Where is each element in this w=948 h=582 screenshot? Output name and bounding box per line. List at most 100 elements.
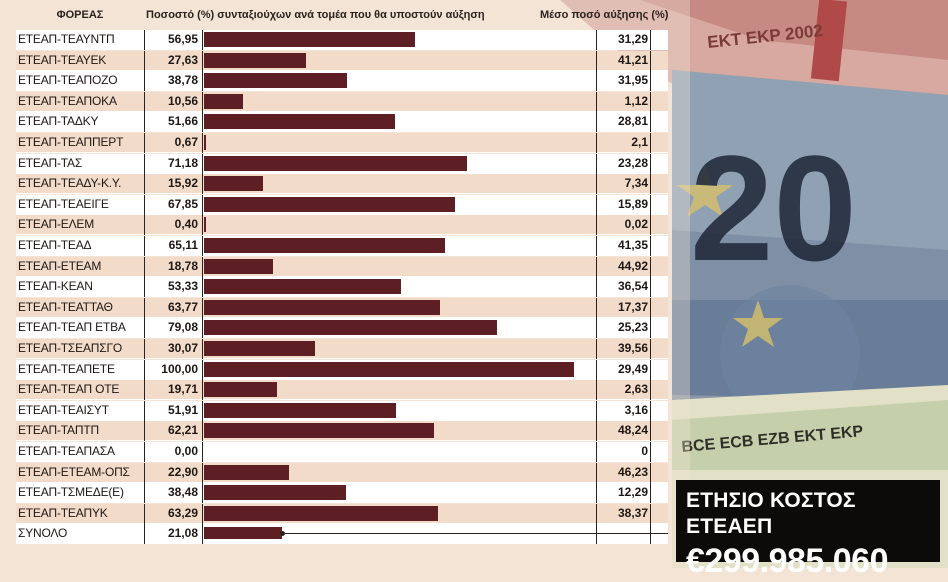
- column-divider: [650, 400, 651, 421]
- percentage-bar: [204, 196, 456, 212]
- agency-name: ΕΤΕΑΠ-ΚΕΑΝ: [18, 279, 93, 294]
- column-divider: [144, 236, 145, 256]
- table-row: ΕΤΕΑΠ-ΤΣΜΕΔΕ(Ε) 38,48 12,29: [16, 483, 668, 504]
- total-connector-dot: [279, 531, 285, 537]
- average-increase-value: 41,21: [617, 52, 648, 67]
- column-divider: [596, 421, 597, 442]
- table-row: ΕΤΕΑΠ-ΤΕΑΤΤΑΘ 63,77 17,37: [16, 297, 668, 318]
- agency-name: ΕΤΕΑΠ-ΤΕΑΠ ΕΤΒΑ: [18, 320, 126, 335]
- percentage-value: 56,95: [167, 32, 198, 46]
- column-divider: [650, 50, 651, 71]
- column-divider: [596, 400, 597, 421]
- agency-name: ΣΥΝΟΛΟ: [18, 526, 68, 541]
- table-row: ΕΤΕΑΠ-ΤΑΔΚΥ 51,66 28,81: [16, 112, 668, 133]
- percentage-value: 30,07: [167, 341, 198, 355]
- column-divider: [144, 318, 145, 339]
- average-increase-value: 39,56: [617, 341, 648, 355]
- percentage-value: 51,66: [167, 114, 198, 129]
- column-divider: [596, 462, 597, 483]
- percentage-bar: [204, 93, 244, 109]
- column-divider: [596, 483, 597, 504]
- banknote-denomination: 20: [690, 124, 857, 292]
- column-divider: [144, 30, 145, 50]
- column-divider: [596, 215, 597, 236]
- agency-name: ΕΤΕΑΠ-ΤΣΜΕΔΕ(Ε): [18, 485, 124, 500]
- table-row: ΕΤΕΑΠ-ΤΕΑΙΣΥΤ 51,91 3,16: [16, 400, 668, 421]
- column-divider: [144, 421, 145, 442]
- percentage-bar: [204, 505, 439, 521]
- table-row: ΕΤΕΑΠ-ΕΤΕΑΜ 18,78 44,92: [16, 256, 668, 277]
- agency-name: ΕΤΕΑΠ-ΤΑΣ: [18, 155, 83, 170]
- column-divider: [144, 50, 145, 71]
- average-increase-value: 12,29: [617, 485, 648, 500]
- table-row: ΕΤΕΑΠ-ΤΕΑΠΟΚΑ 10,56 1,12: [16, 91, 668, 112]
- percentage-value: 0,40: [174, 217, 198, 232]
- table-row: ΕΤΕΑΠ-ΤΕΑΠ ΟΤΕ 19,71 2,63: [16, 380, 668, 401]
- column-divider: [144, 462, 145, 483]
- table-row: ΕΤΕΑΠ-ΤΕΑΕΙΓΕ 67,85 15,89: [16, 194, 668, 215]
- agency-name: ΕΤΕΑΠ-ΕΤΕΑΜ-ΟΠΣ: [18, 464, 130, 479]
- column-divider: [596, 524, 597, 545]
- column-divider: [596, 442, 597, 462]
- percentage-value: 0,00: [174, 444, 198, 458]
- column-divider: [650, 174, 651, 195]
- annual-cost-box: ΕΤΗΣΙΟ ΚΟΣΤΟΣ ΕΤΕΑΕΠ €299.985.060: [676, 480, 940, 580]
- agency-name: ΕΤΕΑΠ-ΤΕΑΠΥΚ: [18, 505, 108, 520]
- average-increase-value: 2,1: [631, 135, 648, 149]
- average-increase-value: 1,12: [624, 93, 648, 108]
- column-divider: [650, 462, 651, 483]
- percentage-value: 15,92: [167, 176, 198, 191]
- percentage-value: 71,18: [167, 155, 198, 170]
- column-divider: [202, 442, 203, 462]
- column-divider: [596, 133, 597, 153]
- column-divider: [144, 380, 145, 401]
- percentage-value: 53,33: [167, 279, 198, 294]
- column-divider: [650, 133, 651, 153]
- agency-name: ΕΤΕΑΠ-ΤΕΑΠΠΕΡΤ: [18, 135, 124, 149]
- percentage-value: 19,71: [167, 382, 198, 397]
- table-row: ΕΤΕΑΠ-ΤΕΑΠΑΣΑ 0,00 0: [16, 442, 668, 462]
- column-divider: [144, 483, 145, 504]
- column-divider: [650, 503, 651, 524]
- table-row: ΣΥΝΟΛΟ 21,08: [16, 524, 668, 545]
- agency-name: ΕΤΕΑΠ-ΤΕΑΙΣΥΤ: [18, 402, 109, 417]
- column-divider: [202, 277, 203, 298]
- percentage-bar: [204, 52, 307, 68]
- percentage-bar: [204, 32, 415, 47]
- column-divider: [144, 359, 145, 380]
- average-increase-value: 28,81: [617, 114, 648, 129]
- percentage-bar: [204, 299, 440, 315]
- agency-name: ΕΤΕΑΠ-ΤΕΑΔ: [18, 238, 92, 252]
- table-row: ΕΤΕΑΠ-ΤΑΣ 71,18 23,28: [16, 153, 668, 174]
- column-divider: [650, 194, 651, 215]
- column-divider: [650, 339, 651, 359]
- agency-name: ΕΤΕΑΠ-ΕΛΕΜ: [18, 217, 95, 232]
- percentage-bar: [204, 361, 574, 377]
- table-row: ΕΤΕΑΠ-ΕΤΕΑΜ-ΟΠΣ 22,90 46,23: [16, 462, 668, 483]
- average-increase-value: 31,95: [617, 73, 648, 88]
- percentage-value: 38,48: [167, 485, 198, 500]
- column-divider: [144, 112, 145, 133]
- agency-name: ΕΤΕΑΠ-ΤΑΔΚΥ: [18, 114, 99, 129]
- percentage-bar: [204, 73, 348, 89]
- column-divider: [596, 359, 597, 380]
- percentage-bar: [204, 320, 497, 336]
- average-increase-value: 2,63: [624, 382, 648, 397]
- column-divider: [202, 112, 203, 133]
- column-divider: [202, 524, 203, 545]
- average-increase-value: 44,92: [617, 258, 648, 273]
- column-divider: [650, 236, 651, 256]
- column-divider: [144, 503, 145, 524]
- agency-name: ΕΤΕΑΠ-ΤΕΑΠΟΖΟ: [18, 73, 118, 88]
- table-row: ΕΤΕΑΠ-ΤΑΠΤΠ 62,21 48,24: [16, 421, 668, 442]
- column-divider: [596, 91, 597, 112]
- average-increase-value: 23,28: [617, 155, 648, 170]
- column-divider: [144, 277, 145, 298]
- annual-cost-title: ΕΤΗΣΙΟ ΚΟΣΤΟΣ ΕΤΕΑΕΠ: [686, 489, 856, 538]
- agency-name: ΕΤΕΑΠ-ΤΕΑΥΝΤΠ: [18, 32, 115, 46]
- column-divider: [202, 194, 203, 215]
- column-divider: [202, 421, 203, 442]
- column-divider: [650, 524, 651, 545]
- average-increase-value: 3,16: [624, 402, 648, 417]
- average-increase-value: 29,49: [617, 361, 648, 376]
